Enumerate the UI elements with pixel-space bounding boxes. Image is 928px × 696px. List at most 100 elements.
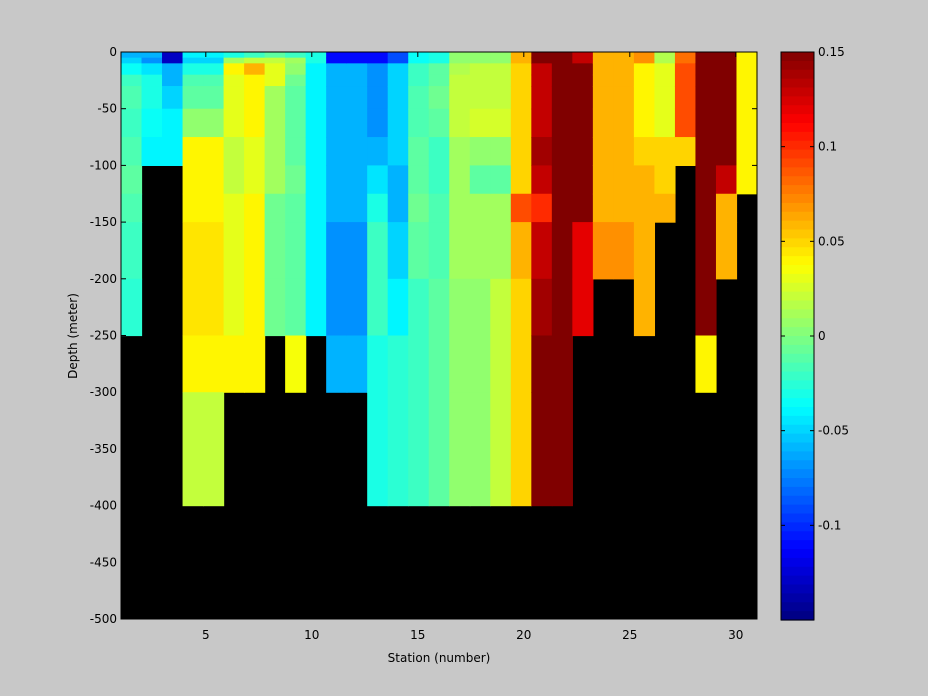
heatmap-cell: [285, 74, 307, 87]
heatmap-cell: [346, 63, 368, 76]
heatmap-cell: [428, 63, 450, 76]
heatmap-cell: [469, 193, 491, 223]
heatmap-cell: [654, 86, 676, 110]
heatmap-cell: [244, 63, 266, 76]
heatmap-cell: [695, 108, 717, 138]
colorbar-swatch: [781, 318, 814, 328]
heatmap-cell: [346, 222, 368, 280]
heatmap-cell: [510, 193, 532, 223]
heatmap-cell: [469, 63, 491, 76]
heatmap-cell: [654, 57, 676, 64]
heatmap-cell: [367, 137, 389, 166]
heatmap-cell: [551, 57, 573, 64]
heatmap-cell: [387, 278, 409, 337]
heatmap-cell: [387, 63, 409, 76]
heatmap-cell: [490, 222, 512, 280]
heatmap-cell: [715, 57, 738, 64]
heatmap-cell: [592, 108, 614, 138]
heatmap-cell: [633, 222, 656, 280]
heatmap-cell: [367, 392, 389, 507]
heatmap-cell: [428, 193, 450, 223]
heatmap-cell: [613, 222, 635, 280]
x-axis-label: Station (number): [388, 651, 491, 665]
heatmap-cell: [408, 63, 430, 76]
colorbar-swatch: [781, 309, 814, 319]
heatmap-cell: [346, 165, 368, 195]
heatmap-cell: [531, 392, 553, 507]
heatmap-cell: [633, 57, 656, 64]
colorbar-swatch: [781, 398, 814, 408]
heatmap-cell: [633, 74, 656, 87]
colorbar-swatch: [781, 584, 814, 594]
colorbar-swatch: [781, 460, 814, 470]
heatmap-cell: [223, 86, 245, 110]
heatmap-cell: [203, 137, 225, 166]
heatmap-cell: [736, 57, 758, 64]
heatmap-cell: [121, 165, 143, 195]
heatmap-cell: [305, 137, 327, 166]
heatmap-cell: [244, 193, 266, 223]
colorbar-tick-label: 0.1: [818, 140, 837, 154]
x-tick-label: 15: [410, 628, 425, 642]
heatmap-cell: [326, 52, 348, 59]
heatmap-cell: [326, 57, 348, 64]
colorbar-tick-label: 0: [818, 329, 826, 343]
heatmap-cell: [162, 57, 184, 64]
heatmap-cell: [695, 335, 717, 393]
heatmap-cell: [510, 278, 532, 337]
colorbar-swatch: [781, 495, 814, 506]
heatmap-cell: [285, 86, 307, 110]
heatmap-cell: [305, 108, 327, 138]
heatmap-cell: [654, 193, 676, 223]
heatmap-cell: [121, 57, 143, 64]
heatmap-cell: [654, 52, 676, 59]
heatmap-cell: [674, 86, 697, 110]
heatmap-cell: [531, 108, 553, 138]
colorbar-swatch: [781, 478, 814, 488]
heatmap-cell: [510, 63, 532, 76]
heatmap-cell: [121, 63, 143, 76]
colorbar-swatch: [781, 123, 814, 133]
heatmap-cell: [285, 108, 307, 138]
heatmap-cell: [346, 74, 368, 87]
heatmap-cell: [182, 222, 204, 280]
heatmap-cell: [305, 193, 327, 223]
heatmap-cell: [367, 165, 389, 195]
heatmap-cell: [449, 222, 471, 280]
heatmap-cell: [182, 137, 204, 166]
colorbar-swatch: [781, 52, 814, 62]
heatmap-cell: [223, 52, 245, 59]
heatmap-cell: [715, 63, 738, 76]
heatmap-cell: [182, 74, 204, 87]
heatmap-cell: [449, 335, 471, 393]
heatmap-cell: [244, 335, 266, 393]
heatmap-cell: [490, 392, 512, 507]
heatmap-cell: [408, 57, 430, 64]
heatmap-cell: [223, 57, 245, 64]
heatmap-cell: [264, 165, 286, 195]
heatmap-cell: [223, 74, 245, 87]
heatmap-cell: [305, 165, 327, 195]
heatmap-cell: [387, 335, 409, 393]
heatmap-cell: [203, 278, 225, 337]
heatmap-cell: [244, 57, 266, 64]
heatmap-cell: [264, 278, 286, 337]
y-tick-label: -200: [90, 272, 117, 286]
heatmap-cell: [182, 57, 204, 64]
heatmap-cell: [633, 137, 656, 166]
heatmap-cell: [121, 74, 143, 87]
heatmap-cell: [531, 52, 553, 59]
heatmap-cell: [510, 52, 532, 59]
heatmap-cell: [244, 108, 266, 138]
heatmap-cell: [469, 108, 491, 138]
heatmap-cell: [551, 222, 573, 280]
heatmap-cell: [736, 74, 758, 87]
colorbar-swatch: [781, 611, 814, 621]
heatmap-cell: [551, 137, 573, 166]
heatmap-cell: [121, 222, 143, 280]
heatmap-cell: [490, 335, 512, 393]
heatmap-cell: [408, 335, 430, 393]
colorbar-swatch: [781, 451, 814, 461]
colorbar-swatch: [781, 256, 814, 266]
colorbar-swatch: [781, 194, 814, 204]
